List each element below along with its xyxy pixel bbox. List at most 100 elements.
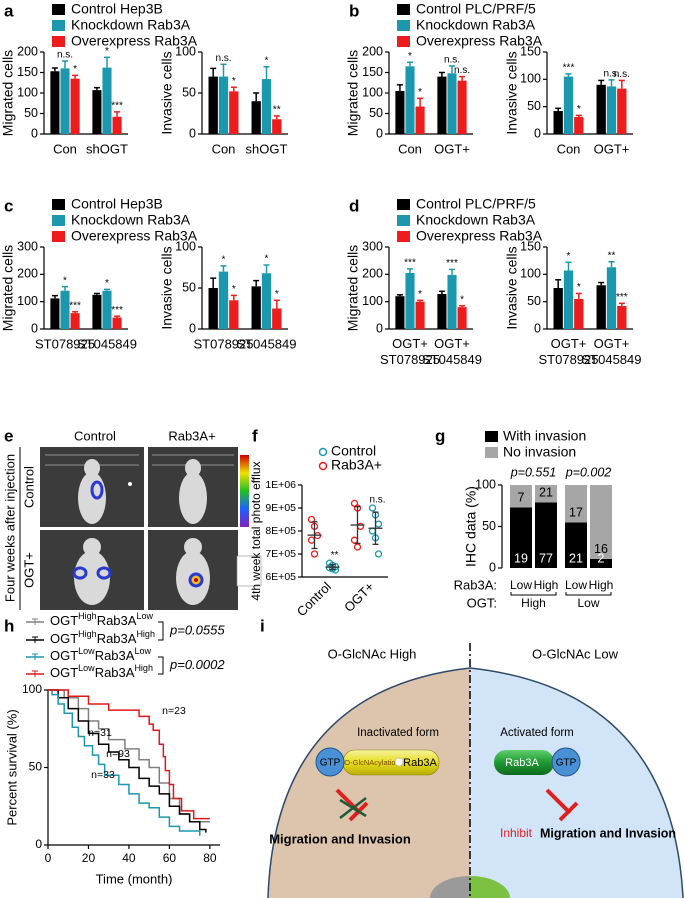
panel-letter: f <box>252 426 258 445</box>
legend-label: Overexpress Rab3A <box>416 33 543 49</box>
y-axis-label: Invasive cells <box>504 51 520 134</box>
legend-swatch <box>52 199 65 210</box>
bar <box>447 274 457 329</box>
p-value: p=0.0555 <box>169 622 225 637</box>
cell-right <box>470 668 683 898</box>
legend-swatch <box>397 36 410 47</box>
diagram-title: O-GlcNAc Low <box>532 646 619 661</box>
bar-segment <box>590 485 612 559</box>
significance: *** <box>616 292 628 303</box>
legend-label: Control Hep3B <box>71 1 163 17</box>
modification-label: O-GlcNAcylation <box>344 758 399 767</box>
survival-curve <box>48 689 201 836</box>
row-label: Control <box>21 466 36 508</box>
significance: n.s. <box>57 50 73 61</box>
legend-label: OGTHighRab3ALow <box>50 611 153 628</box>
legend-label-part: OGT <box>50 631 78 646</box>
x-tick-label: OGT+ ST078925 <box>380 336 440 367</box>
group-bracket <box>565 592 612 596</box>
point <box>374 550 383 558</box>
y-tick-label: 7E+05 <box>265 548 296 560</box>
significance: * <box>265 55 269 66</box>
gtp-label: GTP <box>556 758 577 769</box>
panel-letter: i <box>260 616 265 635</box>
bar <box>261 79 272 134</box>
bar <box>112 317 122 329</box>
legend-marker <box>32 636 38 643</box>
x-tick-label: Con <box>557 141 581 156</box>
legend-label-part: Rab3A <box>97 631 137 646</box>
legend-swatch <box>397 199 410 210</box>
legend-label-part: High <box>78 611 97 621</box>
bar <box>574 298 584 329</box>
x-tick-label: OGT+ ST045849 <box>582 336 642 367</box>
legend-label: Control <box>331 443 376 459</box>
y-tick-label: 50 <box>482 519 496 533</box>
panel-letter: h <box>4 616 14 635</box>
legend-swatch <box>52 36 65 47</box>
y-tick-label: 100 <box>175 239 196 253</box>
x-tick-label-line: ST078925 <box>380 352 440 367</box>
y-tick-label: 200 <box>17 44 38 58</box>
n-label: n=31 <box>88 727 112 739</box>
bar-segment <box>510 507 532 568</box>
bar <box>218 76 229 134</box>
p-value: p=0.002 <box>565 465 612 479</box>
y-tick-label: 0 <box>534 321 541 335</box>
bar <box>617 306 627 329</box>
count-label: 19 <box>514 551 528 565</box>
legend-swatch <box>52 231 65 242</box>
protein-label: Rab3A <box>505 757 539 769</box>
diagram-title: O-GlcNAc High <box>328 646 417 661</box>
y-tick-label: 150 <box>520 44 541 58</box>
bar-segment <box>590 558 612 568</box>
bar <box>563 270 574 329</box>
y-tick-label: 0 <box>189 321 196 335</box>
x-tick-label: ST045849 <box>77 336 137 351</box>
count-label: 2 <box>598 551 605 565</box>
panel-letter: d <box>349 196 359 215</box>
side-label: Four weeks after injection <box>2 454 17 602</box>
panel-letter: c <box>4 196 13 215</box>
bar <box>395 296 405 329</box>
point <box>310 550 319 558</box>
x-tick-label-line: OGT+ <box>434 336 470 351</box>
x-tick-label: ST078925 <box>35 336 95 351</box>
row-label: Rab3A: <box>454 577 497 592</box>
y-tick-label: 0 <box>189 126 196 140</box>
legend-label-part: OGT <box>50 648 78 663</box>
legend-label: OGTLowRab3AHigh <box>50 663 153 680</box>
significance: n.s. <box>614 69 630 80</box>
legend-label: Rab3A+ <box>331 457 382 473</box>
color-scale <box>240 455 249 527</box>
y-tick-label: 0 <box>31 321 38 335</box>
y-tick-label: 0 <box>534 126 541 140</box>
bar <box>60 290 70 329</box>
y-axis-label: Invasive cells <box>504 246 520 329</box>
x-tick-label: 0 <box>45 851 52 865</box>
bar <box>92 90 102 134</box>
x-tick-label: High <box>534 578 559 592</box>
legend-marker <box>32 618 38 625</box>
x-tick-label: Con <box>212 141 236 156</box>
legend-label: Control Hep3B <box>71 196 163 212</box>
legend-label: Overexpress Rab3A <box>71 228 198 244</box>
state-label: Inactivated form <box>357 727 439 739</box>
count-label: 7 <box>518 491 525 505</box>
bar <box>102 290 112 329</box>
bar <box>563 76 574 134</box>
significance: n.s. <box>454 65 470 76</box>
significance: * <box>105 278 109 289</box>
y-tick-label: 150 <box>17 65 38 79</box>
legend-label: OGTLowRab3ALow <box>50 646 151 663</box>
significance: *** <box>111 101 123 112</box>
bar <box>251 286 261 329</box>
x-tick-label: OGT+ <box>594 141 630 156</box>
inhibit-label: Inhibit <box>500 826 533 840</box>
legend-label: With invasion <box>503 428 586 444</box>
y-tick-label: 6E+05 <box>265 571 296 583</box>
bar <box>229 91 239 134</box>
legend-label-part: Rab3A <box>95 648 135 663</box>
y-tick-label: 300 <box>17 239 38 253</box>
